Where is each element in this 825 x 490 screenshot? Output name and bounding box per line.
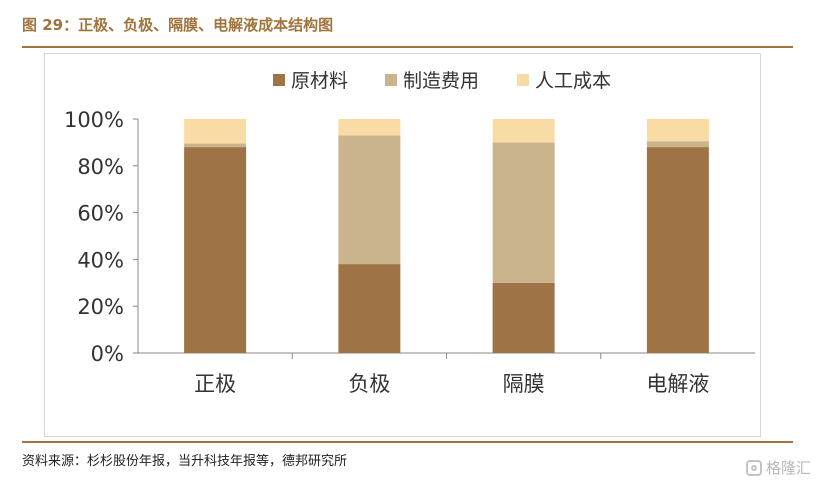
source-divider xyxy=(22,441,793,443)
legend-swatch xyxy=(517,74,529,86)
legend-swatch xyxy=(385,74,397,86)
x-tick-label: 隔膜 xyxy=(503,372,545,396)
y-tick-label: 60% xyxy=(77,202,124,226)
x-tick-label: 负极 xyxy=(348,372,390,396)
title-divider xyxy=(22,46,793,48)
bar-segment xyxy=(184,143,247,148)
bar-segment xyxy=(338,264,401,353)
y-tick-label: 20% xyxy=(77,295,124,319)
bar-segment xyxy=(184,147,247,353)
bar-segment xyxy=(492,142,555,283)
source-note: 资料来源：杉杉股份年报，当升科技年报等，德邦研究所 xyxy=(22,454,348,469)
bar-segment xyxy=(646,141,709,148)
legend-swatch xyxy=(273,74,285,86)
legend-label: 人工成本 xyxy=(535,70,611,92)
bar-segment xyxy=(646,119,709,142)
legend-label: 原材料 xyxy=(291,70,348,92)
watermark: 格隆汇 xyxy=(745,457,811,478)
x-tick-label: 电解液 xyxy=(646,372,709,396)
y-tick-label: 100% xyxy=(64,108,124,132)
y-tick-label: 80% xyxy=(77,155,124,179)
figure-title: 图 29：正极、负极、隔膜、电解液成本结构图 xyxy=(22,16,334,34)
bar-segment xyxy=(492,282,555,353)
legend-label: 制造费用 xyxy=(403,70,479,92)
bar-segment xyxy=(184,119,247,144)
x-tick-label: 正极 xyxy=(194,372,236,396)
bar-segment xyxy=(492,119,555,143)
y-tick-label: 40% xyxy=(77,248,124,272)
watermark-logo-icon xyxy=(745,459,762,476)
bar-segment xyxy=(646,147,709,353)
bar-segment xyxy=(338,119,401,136)
bar-segment xyxy=(338,135,401,265)
chart-frame xyxy=(44,53,761,437)
watermark-text: 格隆汇 xyxy=(765,459,811,477)
y-tick-label: 0% xyxy=(91,342,124,366)
